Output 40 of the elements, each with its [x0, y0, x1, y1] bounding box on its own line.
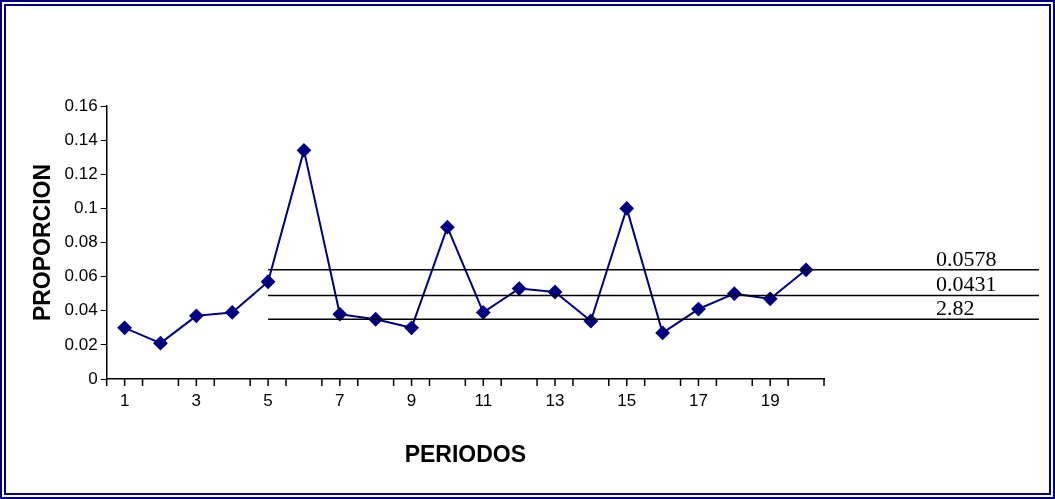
x-tick-label: 5	[263, 390, 273, 410]
y-tick-label: 0.06	[64, 266, 98, 286]
y-tick-label: 0.02	[64, 334, 98, 354]
point	[655, 325, 670, 340]
text: 2.82	[936, 295, 975, 321]
x-tick-label: 11	[474, 390, 493, 410]
y-tick-label: 0.08	[64, 232, 98, 252]
y-axis-title: PROPORCION	[29, 163, 56, 322]
point	[153, 336, 168, 351]
point	[117, 320, 132, 335]
text: 0.0578	[936, 245, 997, 271]
y-tick-label: 0.1	[74, 198, 98, 218]
point	[548, 284, 563, 299]
y-tick-label: 0.12	[64, 163, 98, 183]
point	[225, 305, 240, 320]
x-tick-label: 7	[335, 390, 345, 410]
y-tick-label: 0	[88, 368, 98, 388]
x-tick-label: 17	[689, 390, 708, 410]
x-tick-label: 13	[545, 390, 565, 410]
point	[440, 220, 455, 235]
point	[404, 320, 419, 335]
text: 0.0431	[936, 271, 997, 297]
x-tick-label: 1	[119, 390, 130, 410]
x-tick-label: 19	[760, 390, 780, 410]
point	[619, 201, 634, 216]
point	[189, 308, 204, 323]
x-axis-title: PERIODOS	[404, 440, 527, 467]
point	[476, 305, 491, 320]
y-tick-label: 0.16	[64, 95, 98, 115]
y-tick-label: 0.04	[64, 300, 98, 320]
point	[763, 291, 778, 306]
point	[332, 307, 347, 322]
point	[261, 274, 276, 289]
x-tick-label: 15	[617, 390, 637, 410]
y-tick-label: 0.14	[64, 129, 98, 149]
point	[296, 143, 311, 158]
point	[512, 281, 527, 296]
x-tick-label: 9	[406, 390, 417, 410]
point	[691, 302, 706, 317]
x-tick-label: 3	[191, 390, 202, 410]
